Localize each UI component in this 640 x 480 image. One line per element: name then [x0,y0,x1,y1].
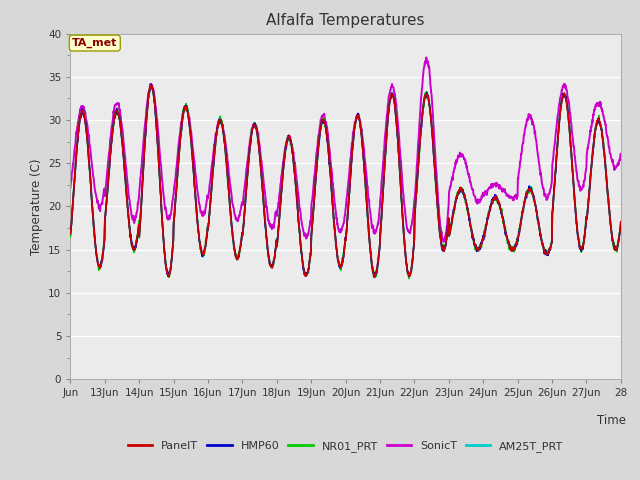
NR01_PRT [332,234,339,240]
AM25T_PRT [332,235,339,240]
PanelT [617,219,625,225]
PanelT [67,231,74,237]
HMP60 [153,129,161,135]
HMP60 [611,245,618,251]
AM25T_PRT [67,233,74,239]
NR01_PRT [321,121,329,127]
AM25T_PRT [321,120,329,126]
Legend: PanelT, HMP60, NR01_PRT, SonicT, AM25T_PRT: PanelT, HMP60, NR01_PRT, SonicT, AM25T_P… [124,437,568,456]
SonicT [152,113,160,119]
SonicT [422,55,430,60]
HMP60 [370,274,378,280]
AM25T_PRT [153,127,161,133]
PanelT [153,127,161,133]
X-axis label: Time: Time [597,414,627,427]
NR01_PRT [153,130,161,136]
SonicT [67,185,74,191]
Line: HMP60: HMP60 [70,84,621,277]
NR01_PRT [67,234,74,240]
NR01_PRT [557,107,564,113]
SonicT [476,200,484,205]
SonicT [331,202,339,207]
HMP60 [148,82,156,87]
Line: NR01_PRT: NR01_PRT [70,85,621,278]
HMP60 [476,247,484,252]
HMP60 [332,234,339,240]
SonicT [617,151,625,157]
PanelT [476,245,484,251]
PanelT [557,106,564,111]
HMP60 [321,121,329,127]
AM25T_PRT [617,220,625,226]
AM25T_PRT [557,106,564,111]
Y-axis label: Temperature (C): Temperature (C) [29,158,43,255]
NR01_PRT [405,276,413,281]
HMP60 [67,231,74,237]
NR01_PRT [611,246,618,252]
SonicT [557,94,564,100]
AM25T_PRT [371,275,379,281]
PanelT [611,246,618,252]
NR01_PRT [617,223,625,228]
PanelT [332,234,339,240]
Title: Alfalfa Temperatures: Alfalfa Temperatures [266,13,425,28]
AM25T_PRT [611,246,618,252]
PanelT [321,121,329,127]
HMP60 [557,108,564,113]
AM25T_PRT [476,248,484,253]
SonicT [440,239,447,245]
Text: TA_met: TA_met [72,38,118,48]
NR01_PRT [147,83,155,88]
Line: SonicT: SonicT [70,58,621,242]
SonicT [321,115,328,120]
Line: AM25T_PRT: AM25T_PRT [70,84,621,278]
AM25T_PRT [147,81,154,87]
HMP60 [617,219,625,225]
PanelT [147,83,155,88]
PanelT [371,275,378,280]
NR01_PRT [476,244,484,250]
SonicT [611,167,618,173]
Line: PanelT: PanelT [70,85,621,277]
